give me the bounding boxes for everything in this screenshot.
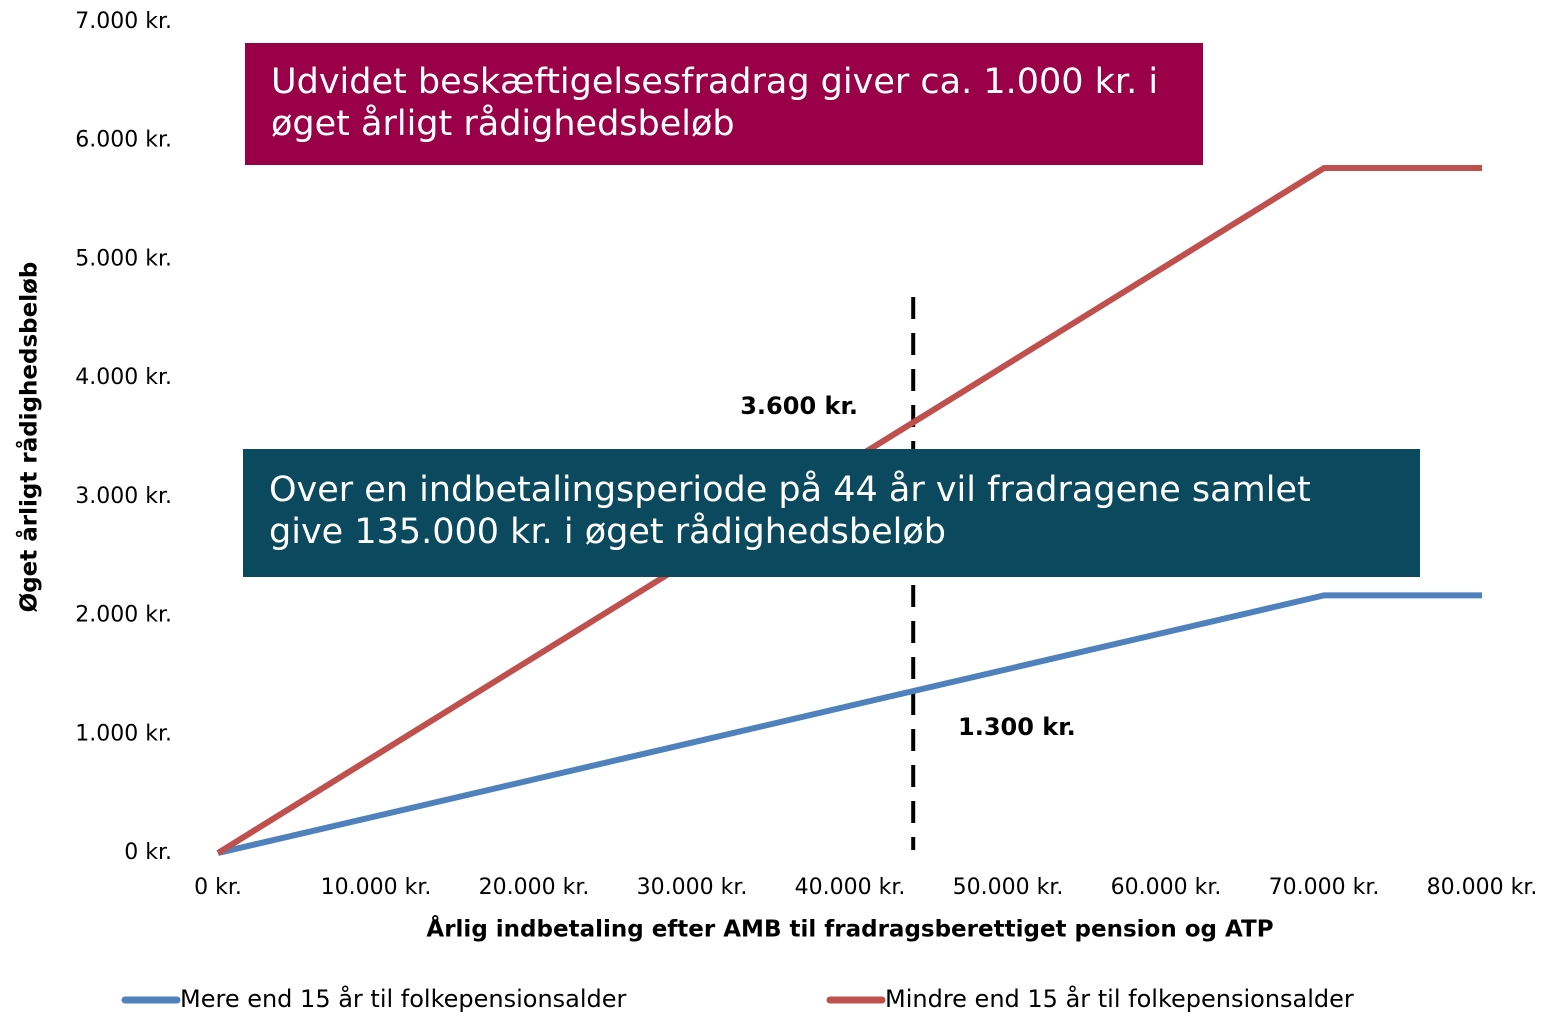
- x-tick-label: 80.000 kr.: [1427, 875, 1538, 900]
- y-tick-label: 7.000 kr.: [75, 9, 172, 34]
- x-tick-label: 10.000 kr.: [321, 875, 432, 900]
- x-tick-label: 20.000 kr.: [479, 875, 590, 900]
- x-tick-label: 60.000 kr.: [1111, 875, 1222, 900]
- x-tick-label: 50.000 kr.: [953, 875, 1064, 900]
- legend-label: Mindre end 15 år til folkepensionsalder: [885, 984, 1354, 1013]
- x-tick-label: 30.000 kr.: [637, 875, 748, 900]
- y-tick-label: 3.000 kr.: [75, 484, 172, 509]
- y-axis-label: Øget årligt rådighedsbeløb: [16, 262, 43, 613]
- y-tick-label: 6.000 kr.: [75, 128, 172, 153]
- y-tick-label: 2.000 kr.: [75, 603, 172, 628]
- annotation-box: Udvidet beskæftigelsesfradrag giver ca. …: [245, 43, 1203, 165]
- legend-label: Mere end 15 år til folkepensionsalder: [180, 984, 627, 1013]
- y-tick-label: 4.000 kr.: [75, 365, 172, 390]
- series-line: [216, 165, 1482, 856]
- y-tick-label: 1.000 kr.: [75, 721, 172, 746]
- x-axis-label: Årlig indbetaling efter AMB til fradrags…: [426, 915, 1273, 943]
- annotation: 3.600 kr.: [740, 392, 858, 420]
- y-tick-label: 0 kr.: [124, 840, 172, 865]
- annotation-box: Over en indbetalingsperiode på 44 år vil…: [243, 449, 1420, 577]
- annotation: 1.300 kr.: [958, 713, 1076, 741]
- x-tick-label: 70.000 kr.: [1269, 875, 1380, 900]
- x-tick-label: 0 kr.: [194, 875, 242, 900]
- series-line: [217, 592, 1482, 856]
- y-tick-label: 5.000 kr.: [75, 246, 172, 271]
- x-tick-label: 40.000 kr.: [795, 875, 906, 900]
